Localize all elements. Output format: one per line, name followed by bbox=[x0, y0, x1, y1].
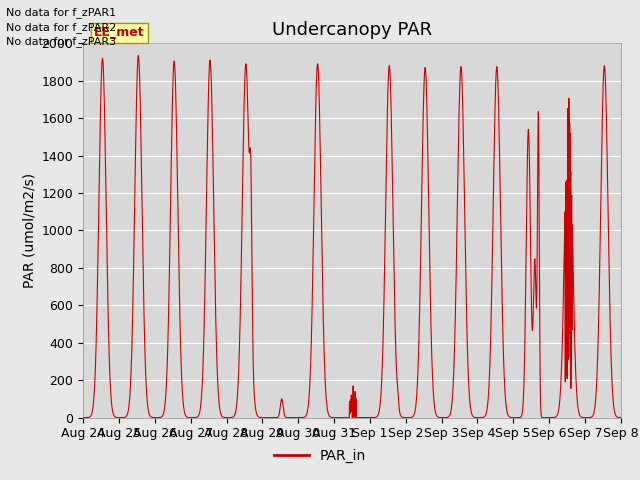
PAR_in bbox=[617, 415, 625, 420]
Title: Undercanopy PAR: Undercanopy PAR bbox=[272, 21, 432, 39]
PAR_in bbox=[616, 415, 624, 420]
PAR_in bbox=[176, 316, 184, 322]
PAR_in bbox=[134, 52, 142, 58]
PAR_in bbox=[443, 415, 451, 420]
Text: No data for f_zPAR2: No data for f_zPAR2 bbox=[6, 22, 116, 33]
Y-axis label: PAR (umol/m2/s): PAR (umol/m2/s) bbox=[22, 173, 36, 288]
PAR_in bbox=[332, 415, 340, 420]
PAR_in bbox=[473, 415, 481, 420]
PAR_in bbox=[503, 409, 511, 415]
PAR_in bbox=[79, 415, 87, 420]
Text: No data for f_zPAR3: No data for f_zPAR3 bbox=[6, 36, 116, 47]
Text: No data for f_zPAR1: No data for f_zPAR1 bbox=[6, 7, 116, 18]
Line: PAR_in: PAR_in bbox=[83, 55, 621, 418]
Text: EE_met: EE_met bbox=[94, 26, 145, 39]
PAR_in bbox=[330, 415, 338, 420]
Legend: PAR_in: PAR_in bbox=[268, 443, 372, 468]
